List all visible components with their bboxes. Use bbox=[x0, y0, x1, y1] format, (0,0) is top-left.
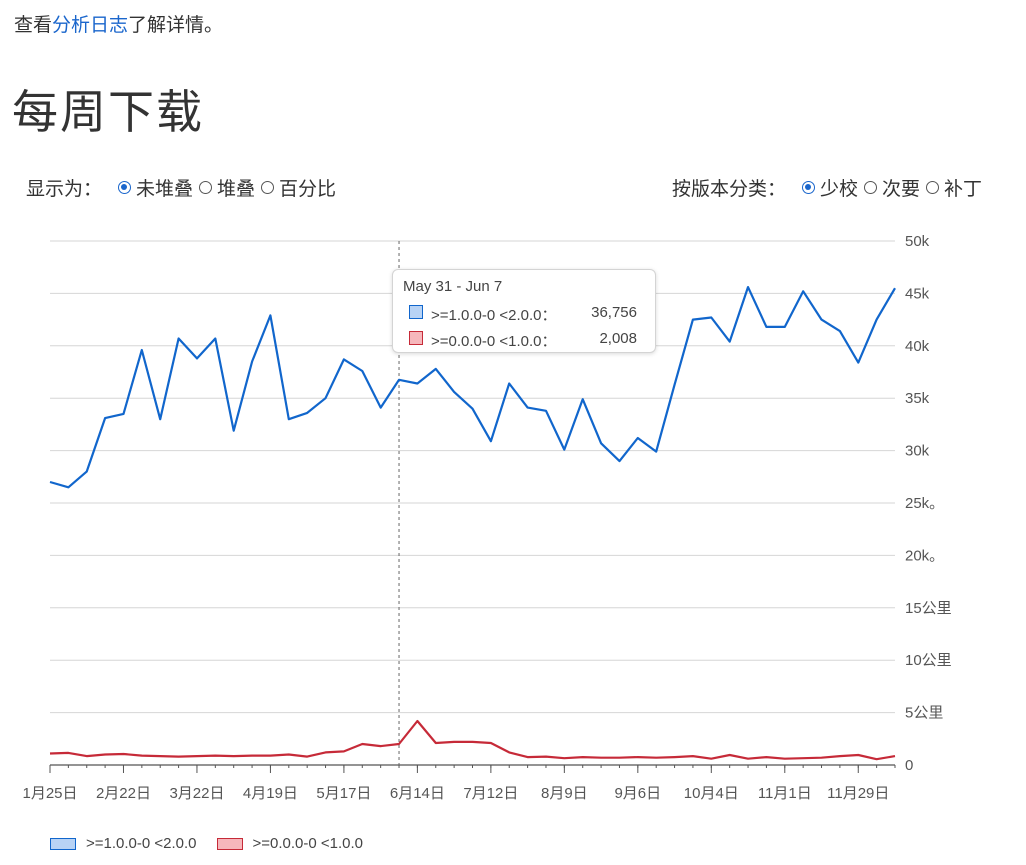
y-tick-label: 0 bbox=[905, 757, 913, 774]
intro-text: 查看分析日志了解详情。 bbox=[14, 10, 223, 37]
radio-label: 少校 bbox=[819, 179, 858, 200]
tooltip-row: >=0.0.0-0 <1.0.0： 2,008 bbox=[409, 329, 637, 350]
x-axis: 1月25日 2月22日 3月22日 4月19日 5月17日 6月14日 7月12日 8月9日 9… bbox=[22, 764, 896, 802]
chart-legend: >=1.0.0-0 <2.0.0 >=0.0.0-0 <1.0.0 bbox=[50, 835, 383, 852]
legend-item-series1[interactable]: >=1.0.0-0 <2.0.0 bbox=[50, 835, 197, 852]
x-tick-label: 11月29日 bbox=[827, 785, 889, 802]
radio-selected-icon[interactable] bbox=[118, 181, 132, 194]
y-tick-label: 5公里 bbox=[905, 705, 943, 722]
y-tick-label: 10公里 bbox=[905, 652, 952, 669]
weekly-downloads-chart[interactable]: 0 5公里 10公里 15公里 20k。 25k。 30k 35k 40k 45k 50k 1月25… bbox=[0, 225, 1026, 815]
legend-item-series2[interactable]: >=0.0.0-0 <1.0.0 bbox=[216, 835, 364, 852]
series-line-1 bbox=[49, 285, 896, 489]
radio-label: 百分比 bbox=[279, 179, 337, 200]
radio-icon[interactable] bbox=[261, 181, 275, 194]
x-tick-label: 6月14日 bbox=[390, 785, 445, 802]
display-option-percent[interactable]: 百分比 bbox=[261, 174, 336, 201]
version-category-controls: 按版本分类： 少校 次要 补丁 bbox=[672, 174, 982, 201]
x-tick-label: 4月19日 bbox=[243, 785, 298, 802]
tooltip-row: >=1.0.0-0 <2.0.0： 36,756 bbox=[409, 303, 637, 324]
radio-icon[interactable] bbox=[863, 181, 877, 194]
page-title: 每周下载 bbox=[12, 86, 204, 138]
category-option-major[interactable]: 少校 bbox=[801, 174, 858, 201]
y-tick-label: 25k。 bbox=[905, 495, 944, 512]
x-tick-label: 7月12日 bbox=[463, 785, 518, 802]
display-mode-controls: 显示为： 未堆叠 堆叠 百分比 bbox=[26, 174, 342, 201]
chart-tooltip: May 31 - Jun 7 >=1.0.0-0 <2.0.0： 36,756 … bbox=[392, 269, 656, 353]
series-line-2 bbox=[49, 719, 896, 761]
analytics-log-link[interactable]: 分析日志 bbox=[52, 15, 129, 36]
y-tick-label: 50k bbox=[905, 233, 930, 250]
radio-label: 未堆叠 bbox=[136, 179, 194, 200]
x-tick-label: 11月1日 bbox=[758, 785, 812, 802]
series2-swatch-icon bbox=[409, 331, 423, 345]
category-option-minor[interactable]: 次要 bbox=[863, 174, 920, 201]
display-option-unstacked[interactable]: 未堆叠 bbox=[118, 174, 193, 201]
intro-suffix: 了解详情。 bbox=[128, 15, 224, 36]
x-tick-label: 9月6日 bbox=[614, 785, 661, 802]
series1-legend-swatch-icon bbox=[50, 837, 76, 850]
series1-swatch-icon bbox=[409, 305, 423, 319]
radio-label: 次要 bbox=[881, 179, 920, 200]
tooltip-title: May 31 - Jun 7 bbox=[403, 278, 503, 295]
tooltip-series-name: >=1.0.0-0 <2.0.0： bbox=[431, 307, 557, 324]
x-tick-label: 8月9日 bbox=[541, 785, 588, 802]
y-tick-label: 40k bbox=[905, 338, 930, 355]
y-tick-label: 30k bbox=[905, 443, 930, 460]
x-tick-label: 5月17日 bbox=[316, 785, 371, 802]
y-tick-label: 20k。 bbox=[905, 547, 944, 564]
x-tick-label: 10月4日 bbox=[684, 785, 739, 802]
y-axis: 0 5公里 10公里 15公里 20k。 25k。 30k 35k 40k 45k 50k bbox=[905, 233, 952, 774]
series2-legend-swatch-icon bbox=[216, 837, 243, 850]
radio-icon[interactable] bbox=[925, 181, 939, 194]
y-tick-label: 35k bbox=[905, 390, 930, 407]
tooltip-series-value: 36,756 bbox=[591, 304, 637, 321]
intro-prefix: 查看 bbox=[14, 15, 53, 36]
legend-label: >=1.0.0-0 <2.0.0 bbox=[86, 835, 197, 852]
legend-label: >=0.0.0-0 <1.0.0 bbox=[252, 835, 364, 852]
display-mode-label: 显示为： bbox=[26, 179, 103, 200]
x-tick-label: 1月25日 bbox=[22, 785, 77, 802]
tooltip-series-name: >=0.0.0-0 <1.0.0： bbox=[431, 333, 557, 350]
radio-selected-icon[interactable] bbox=[801, 181, 815, 194]
x-tick-label: 2月22日 bbox=[96, 785, 151, 802]
tooltip-series-value: 2,008 bbox=[599, 330, 637, 347]
display-option-stacked[interactable]: 堆叠 bbox=[199, 174, 255, 201]
radio-label: 堆叠 bbox=[217, 179, 256, 200]
y-tick-label: 15公里 bbox=[905, 600, 952, 617]
series-lines bbox=[49, 285, 896, 761]
category-option-patch[interactable]: 补丁 bbox=[925, 174, 982, 201]
radio-label: 补丁 bbox=[943, 179, 982, 200]
version-category-label: 按版本分类： bbox=[671, 179, 786, 200]
x-tick-label: 3月22日 bbox=[169, 785, 224, 802]
y-tick-label: 45k bbox=[905, 285, 930, 302]
radio-icon[interactable] bbox=[199, 181, 213, 194]
